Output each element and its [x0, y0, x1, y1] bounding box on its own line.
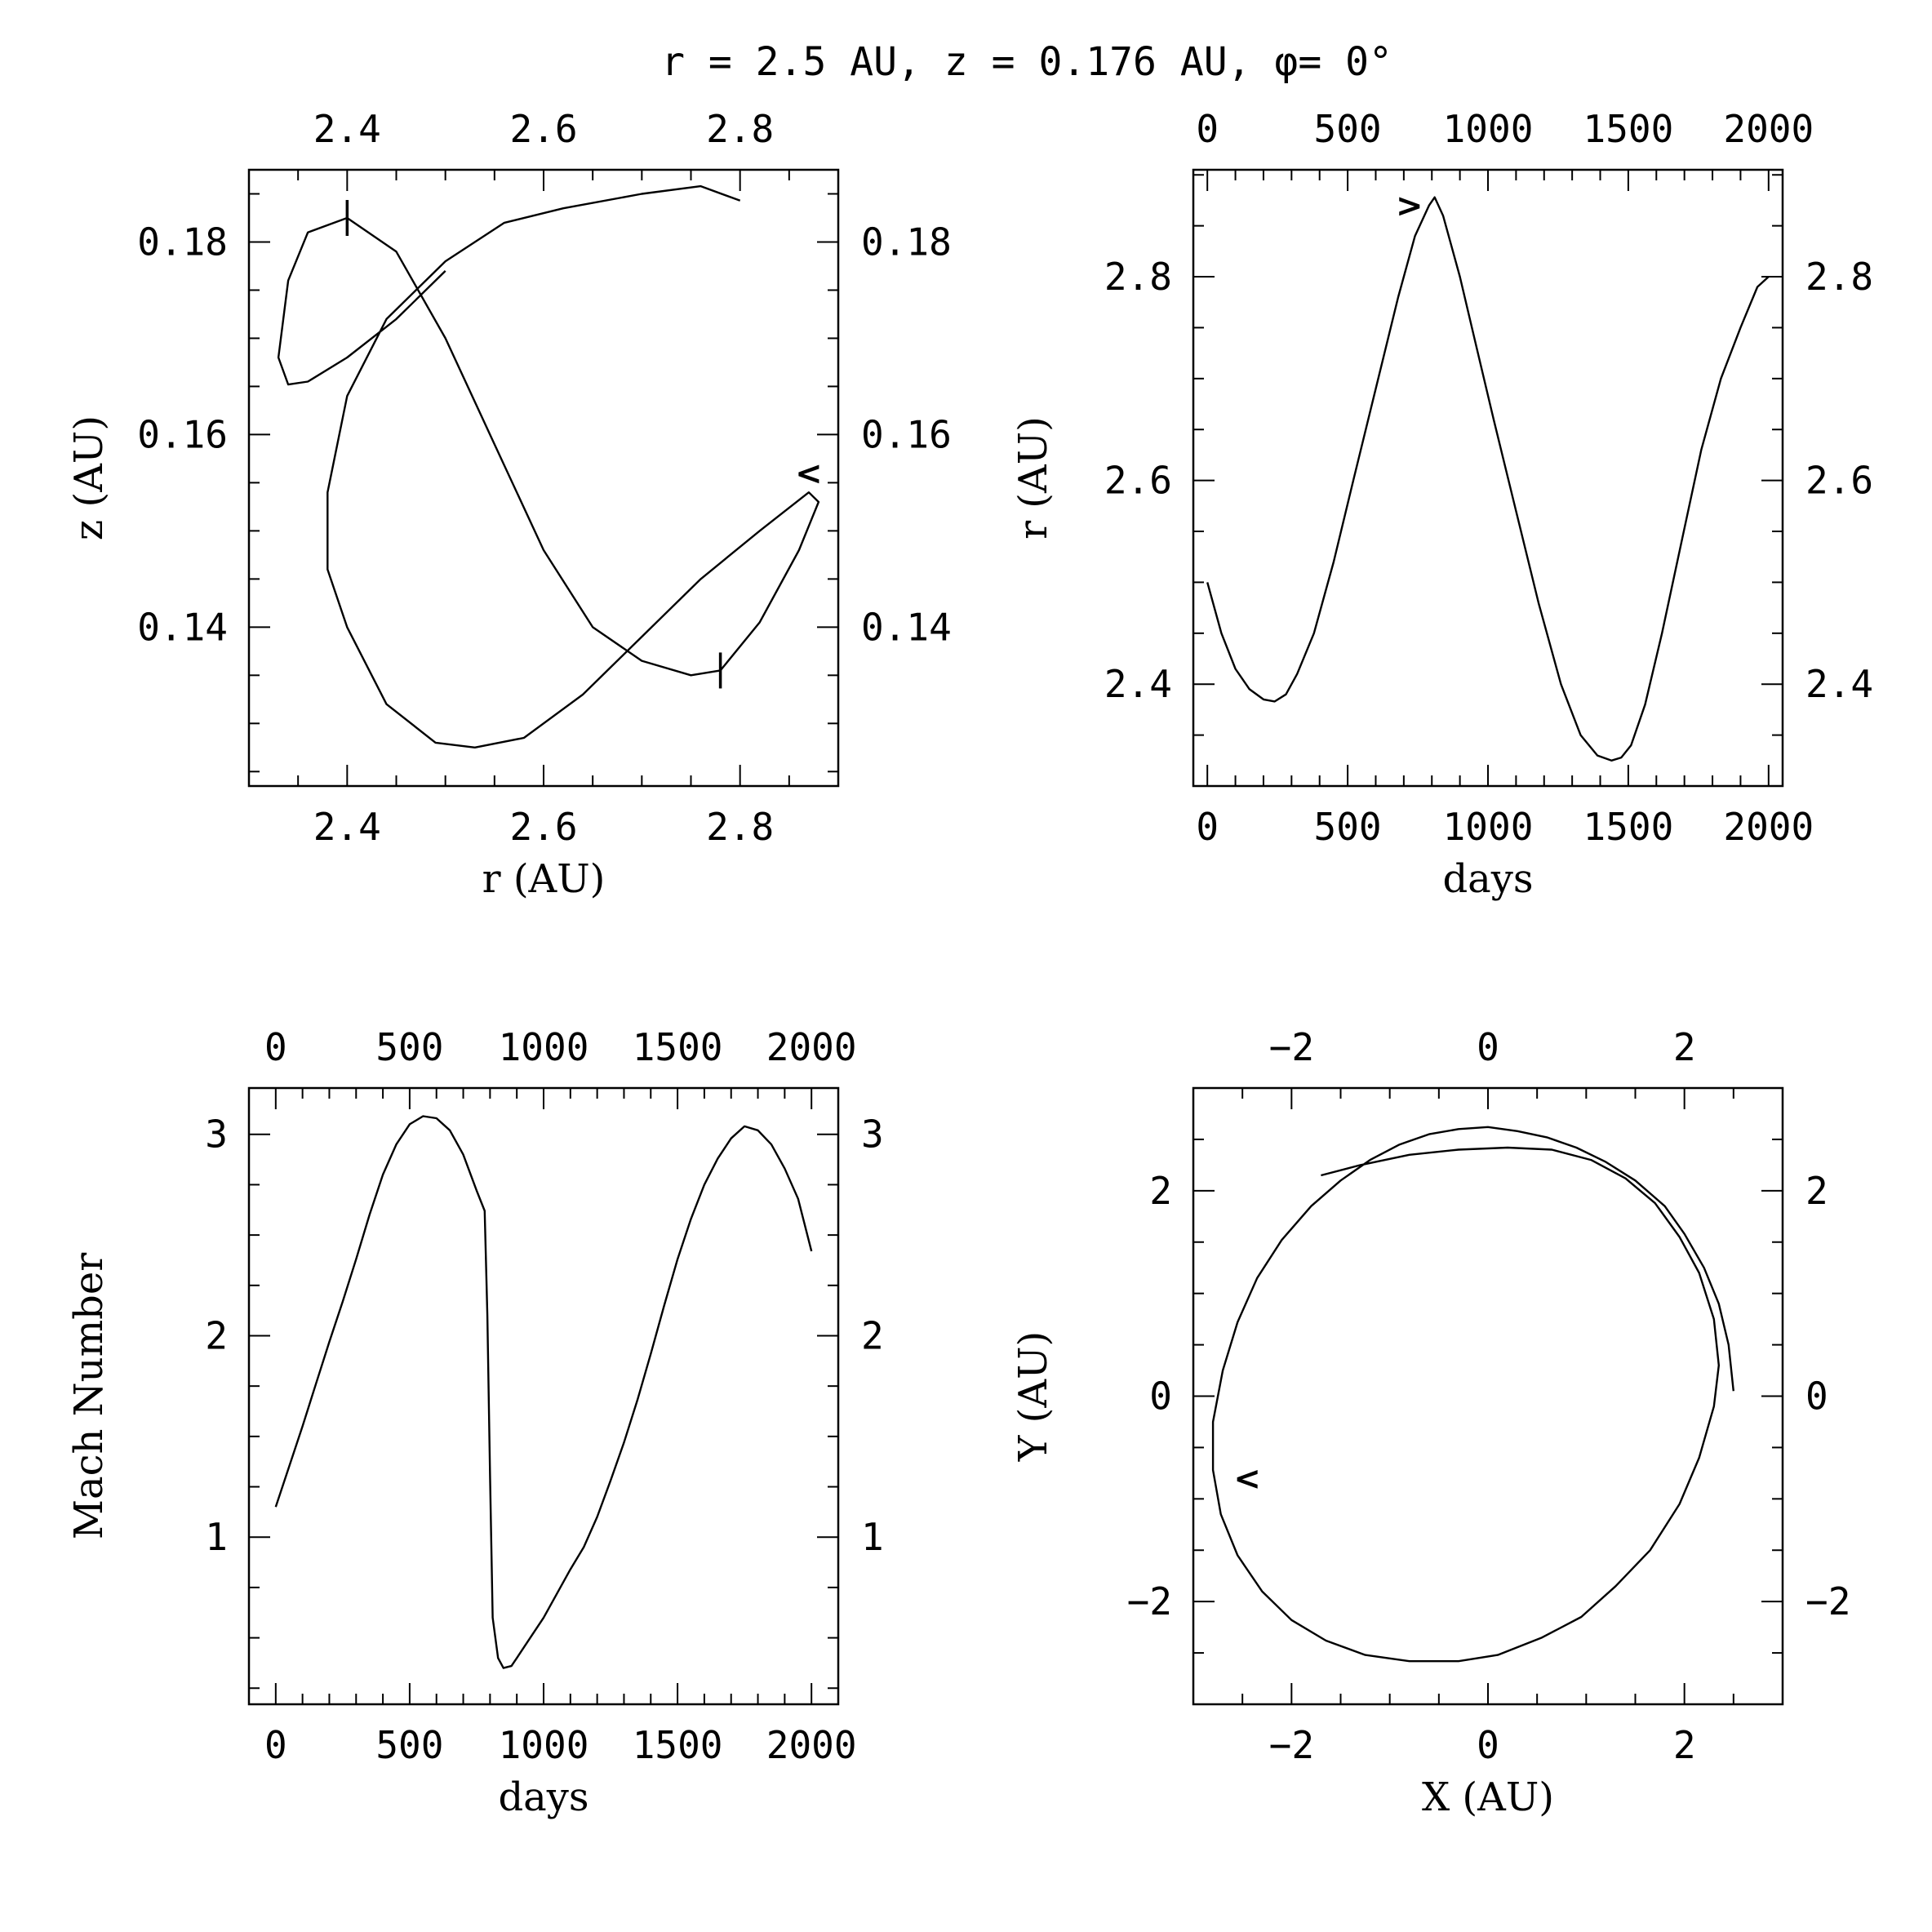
y-tick-label-right: 2.4 — [1805, 662, 1873, 706]
x-tick-label: 2.8 — [706, 805, 774, 849]
x-tick-label-top: 2000 — [766, 1025, 857, 1069]
x-tick-label-top: 2 — [1673, 1025, 1696, 1069]
y-tick-label-right: 2 — [861, 1313, 884, 1357]
x-tick-label-top: 500 — [375, 1025, 443, 1069]
y-tick-label-right: 2 — [1805, 1169, 1828, 1213]
x-axis-label: days — [498, 1774, 588, 1820]
x-axis-label: X (AU) — [1422, 1774, 1554, 1820]
y-tick-label: 0.14 — [137, 605, 228, 649]
x-tick-label-top: 1000 — [1443, 107, 1534, 151]
x-tick-label-top: 1500 — [1583, 107, 1674, 151]
x-tick-label: 0 — [1477, 1723, 1499, 1767]
x-tick-label: 2.6 — [509, 805, 577, 849]
plot-frame — [247, 168, 840, 788]
y-tick-label: 3 — [205, 1113, 228, 1157]
x-tick-label: −2 — [1269, 1723, 1314, 1767]
x-axis-label: days — [1442, 856, 1533, 902]
y-axis-label: Mach Number — [66, 1253, 112, 1539]
tick-marks — [1193, 1087, 1783, 1705]
x-tick-label: 2000 — [766, 1723, 857, 1767]
x-tick-label: 2 — [1673, 1723, 1696, 1767]
x-tick-label-top: 2000 — [1723, 107, 1814, 151]
plot-frame — [1192, 168, 1784, 788]
x-tick-label-top: 2.6 — [509, 107, 577, 151]
y-axis-label: r (AU) — [1010, 416, 1056, 540]
y-tick-label-right: 3 — [861, 1113, 884, 1157]
x-tick-label-top: 2.8 — [706, 107, 774, 151]
tick-marks — [248, 1088, 839, 1704]
x-tick-label: 2.4 — [313, 805, 381, 849]
y-tick-label: 1 — [205, 1515, 228, 1559]
panel-r-days: 0 0 500 500 1000 1000 1500 1500 2000 2000 2.4 2.4 2.… — [1010, 107, 1873, 902]
panel-mach-days: 0 0 500 500 1000 1000 1500 1500 2000 2000 1 1 2 2 3 3 da… — [66, 1025, 884, 1820]
y-tick-label: 2.4 — [1104, 662, 1172, 706]
figure-title: r = 2.5 AU, z = 0.176 AU, φ= 0° — [661, 39, 1392, 85]
panel-rz: 2.4 2.4 2.6 2.6 2.8 2.8 0.14 0.14 0.16 0.16 0.18 0.… — [66, 107, 952, 902]
x-tick-label: 500 — [375, 1723, 443, 1767]
y-axis-label: z (AU) — [66, 415, 112, 540]
y-tick-label-right: 0.14 — [861, 605, 952, 649]
series-line — [277, 184, 820, 748]
y-tick-label-right: 2.8 — [1805, 255, 1873, 299]
y-tick-label-right: −2 — [1805, 1579, 1850, 1623]
y-tick-label: 2 — [1149, 1169, 1172, 1213]
x-tick-label-top: 500 — [1314, 107, 1382, 151]
y-axis-label: Y (AU) — [1010, 1331, 1056, 1463]
x-tick-label: 1000 — [499, 1723, 589, 1767]
y-tick-label: 2 — [205, 1313, 228, 1357]
y-tick-label: 0 — [1149, 1375, 1172, 1419]
tick-marks — [248, 170, 839, 786]
tick-marks — [1193, 170, 1783, 787]
direction-marker: < — [795, 455, 823, 493]
x-tick-label: 1500 — [633, 1723, 723, 1767]
direction-marker: > — [1396, 188, 1423, 225]
y-tick-label: 2.8 — [1104, 255, 1172, 299]
x-tick-label-top: 2.4 — [313, 107, 381, 151]
panel-xy: −2 −2 0 0 2 2 −2 −2 0 0 2 2 X (AU) Y (AU) < — [1010, 1025, 1850, 1820]
series-line — [274, 1115, 813, 1669]
x-tick-label: 1000 — [1443, 805, 1534, 849]
plot-frame — [247, 1086, 840, 1706]
y-tick-label: −2 — [1127, 1579, 1172, 1623]
y-tick-label-right: 1 — [861, 1515, 884, 1559]
x-axis-label: r (AU) — [482, 856, 606, 902]
y-tick-label: 0.18 — [137, 220, 228, 264]
x-tick-label-top: 1000 — [499, 1025, 589, 1069]
x-tick-label-top: 1500 — [633, 1025, 723, 1069]
series-line — [1206, 196, 1770, 762]
panels: 2.4 2.4 2.6 2.6 2.8 2.8 0.14 0.14 0.16 0.16 0.18 0.… — [66, 107, 1873, 1820]
x-tick-label-top: −2 — [1269, 1025, 1314, 1069]
y-tick-label: 0.16 — [137, 412, 228, 456]
y-tick-label-right: 0 — [1805, 1375, 1828, 1419]
x-tick-label-top: 0 — [1196, 107, 1219, 151]
y-tick-label-right: 2.6 — [1805, 459, 1873, 503]
x-tick-label: 1500 — [1583, 805, 1674, 849]
series-line — [1211, 1126, 1734, 1663]
x-tick-label-top: 0 — [264, 1025, 287, 1069]
x-tick-label: 500 — [1314, 805, 1382, 849]
x-tick-label: 2000 — [1723, 805, 1814, 849]
y-tick-label-right: 0.18 — [861, 220, 952, 264]
x-tick-label: 0 — [264, 1723, 287, 1767]
direction-marker: < — [1233, 1460, 1261, 1498]
x-tick-label-top: 0 — [1477, 1025, 1499, 1069]
x-tick-label: 0 — [1196, 805, 1219, 849]
y-tick-label: 2.6 — [1104, 459, 1172, 503]
y-tick-label-right: 0.16 — [861, 412, 952, 456]
